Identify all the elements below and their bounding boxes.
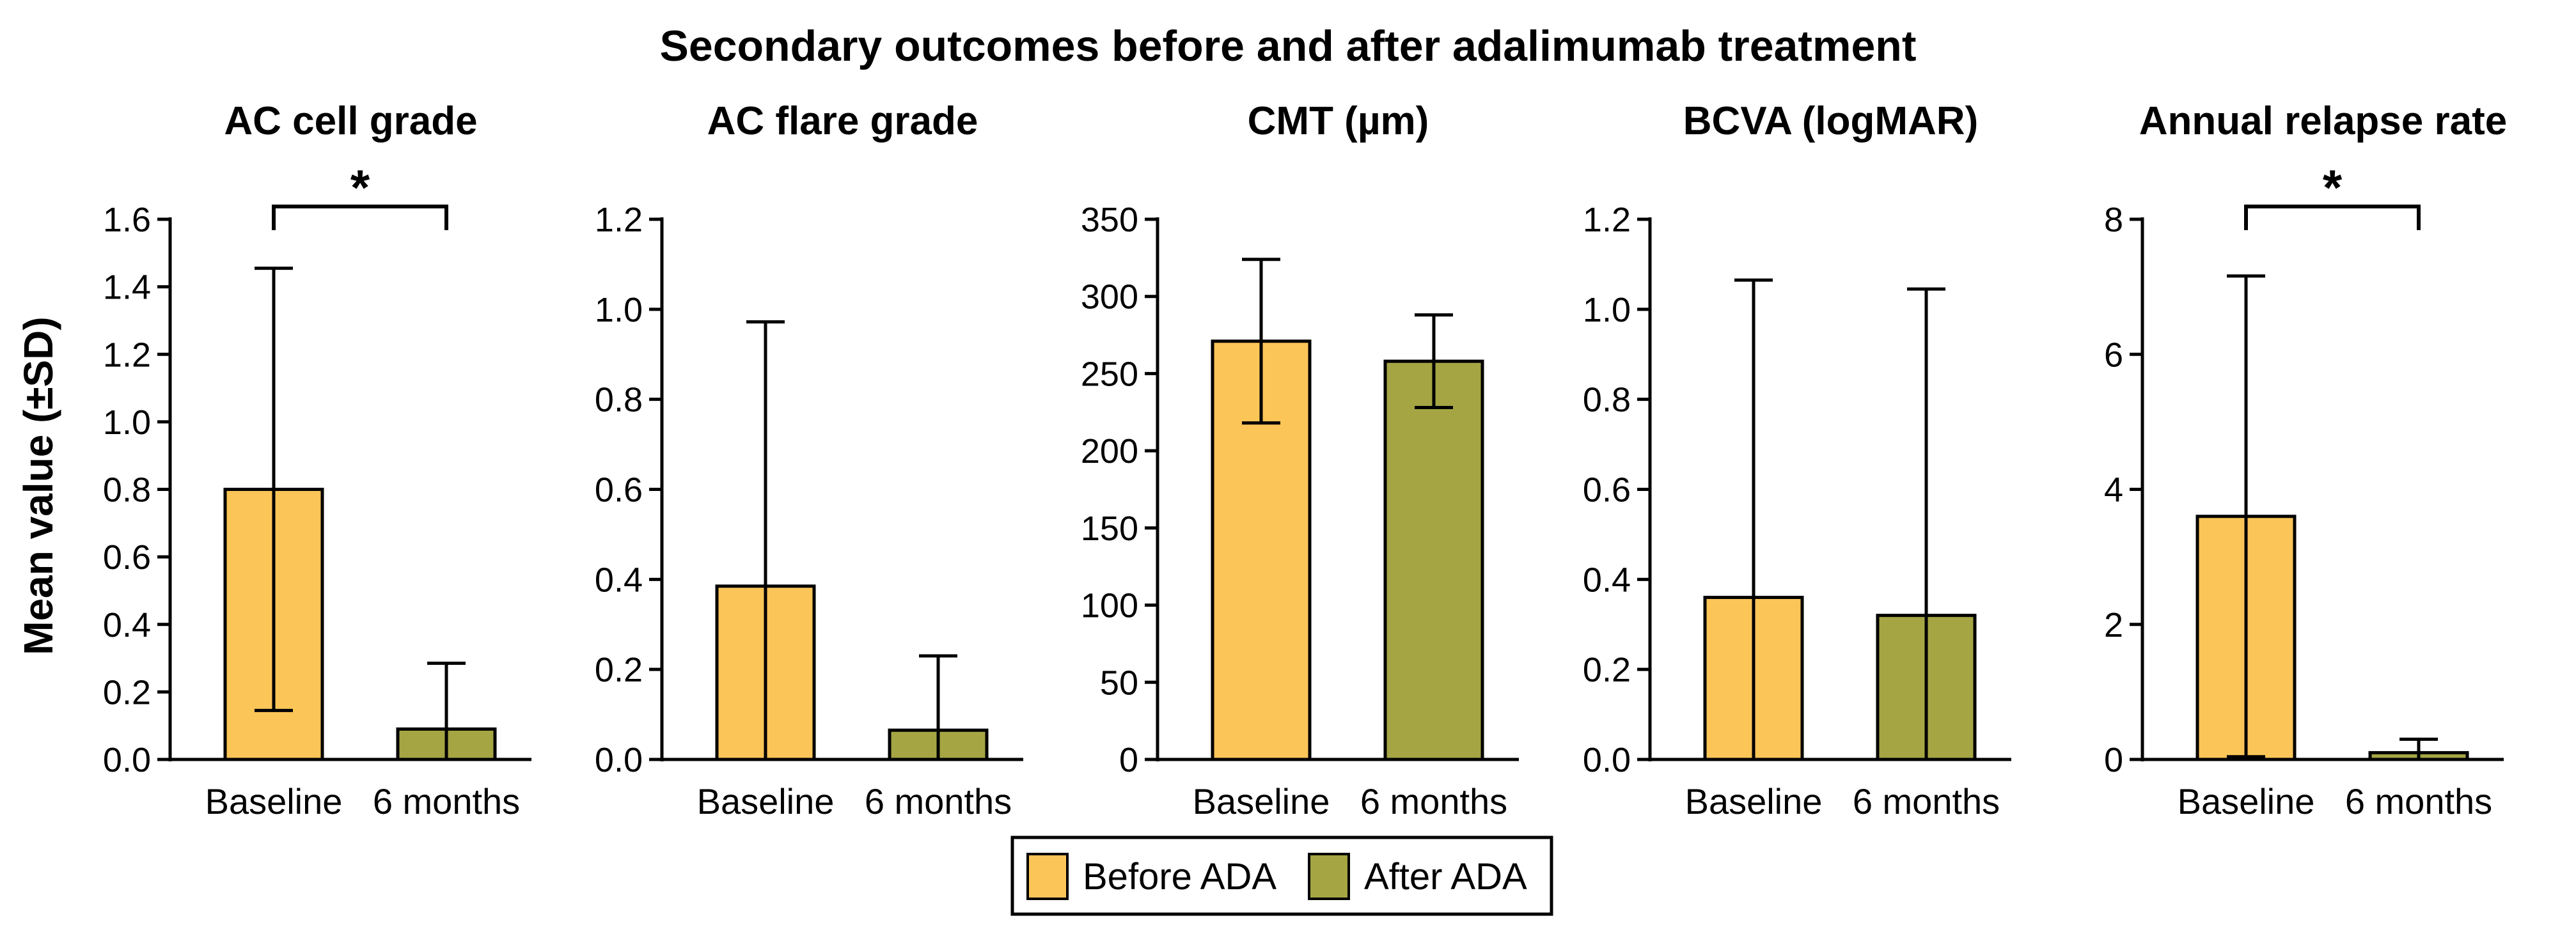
y-tick-label: 0.6	[595, 471, 643, 509]
y-tick-label: 1.0	[1583, 291, 1631, 329]
y-tick-label: 0	[2104, 741, 2123, 779]
category-label: 6 months	[2345, 781, 2492, 821]
chart-panel-1: AC cell grade Baseline 6 months 0.0 0.2 0.4 0.…	[103, 99, 531, 821]
panel-title: CMT (µm)	[1248, 99, 1429, 143]
category-label: 6 months	[1853, 781, 2000, 821]
category-label: 6 months	[865, 781, 1012, 821]
category-label: Baseline	[2178, 781, 2315, 821]
panel-title: AC cell grade	[224, 99, 477, 143]
panel-title: Annual relapse rate	[2139, 99, 2507, 143]
legend: Before ADA After ADA	[1010, 836, 1553, 916]
y-tick-label: 0.6	[1583, 471, 1631, 509]
y-tick-label: 0.4	[103, 606, 151, 644]
y-tick-label: 0.4	[595, 561, 643, 599]
chart-panels: AC cell grade Baseline 6 months 0.0 0.2 0.4 0.…	[103, 99, 2507, 821]
category-label: Baseline	[697, 781, 835, 821]
y-tick-label: 100	[1081, 587, 1138, 625]
y-tick-label: 250	[1081, 355, 1138, 393]
category-label: 6 months	[1360, 781, 1507, 821]
y-tick-label: 0.2	[595, 651, 643, 689]
y-tick-label: 0.2	[103, 673, 151, 712]
y-tick-label: 350	[1081, 201, 1138, 239]
y-tick-label: 2	[2104, 606, 2123, 644]
y-tick-label: 1.6	[103, 201, 151, 239]
y-tick-label: 4	[2104, 471, 2123, 509]
significance-marker: *	[350, 159, 370, 215]
chart-panel-5: Annual relapse rate Baseline 6 months 0 2 4 6 8…	[2104, 99, 2507, 821]
y-tick-label: 1.2	[103, 336, 151, 374]
y-tick-label: 1.0	[595, 291, 643, 329]
significance-bracket	[2244, 205, 2421, 230]
y-tick-label: 0.8	[1583, 381, 1631, 419]
legend-swatch-before	[1026, 853, 1069, 900]
significance-bracket	[272, 205, 448, 230]
y-tick-label: 0.6	[103, 538, 151, 577]
legend-swatch-after	[1308, 853, 1350, 900]
y-axis-label: Mean value (±SD)	[15, 316, 61, 655]
y-tick-label: 0.0	[595, 741, 643, 779]
y-tick-label: 0.8	[595, 381, 643, 419]
legend-label-before: Before ADA	[1083, 856, 1276, 898]
y-tick-label: 0.2	[1583, 651, 1631, 689]
category-label: Baseline	[1685, 781, 1823, 821]
panel-title: AC flare grade	[707, 99, 978, 143]
y-tick-label: 0.8	[103, 471, 151, 509]
chart-panel-2: AC flare grade Baseline 6 months 0.0 0.2 0.4 0…	[595, 99, 1023, 821]
panel-title: BCVA (logMAR)	[1683, 99, 1978, 143]
significance-marker: *	[2323, 159, 2343, 215]
y-tick-label: 150	[1081, 509, 1138, 548]
chart-panel-4: BCVA (logMAR) Baseline 6 months 0.0 0.2 0.4 0.…	[1583, 99, 2011, 821]
y-tick-label: 300	[1081, 278, 1138, 316]
y-tick-label: 0.0	[103, 741, 151, 779]
legend-box	[1010, 836, 1553, 916]
y-tick-label: 1.2	[1583, 201, 1631, 239]
y-tick-label: 1.2	[595, 201, 643, 239]
chart-panel-3: CMT (µm) Baseline 6 months 0 50 100 150 200 250 3…	[1081, 99, 1519, 821]
y-tick-label: 1.4	[103, 268, 151, 307]
figure-title: Secondary outcomes before and after adal…	[660, 22, 1917, 70]
y-tick-label: 0.0	[1583, 741, 1631, 779]
category-label: Baseline	[205, 781, 343, 821]
category-label: Baseline	[1193, 781, 1330, 821]
y-tick-label: 0.4	[1583, 561, 1631, 599]
y-tick-label: 8	[2104, 201, 2123, 239]
y-tick-label: 200	[1081, 432, 1138, 470]
legend-label-after: After ADA	[1364, 856, 1527, 898]
bar	[1383, 359, 1484, 761]
category-label: 6 months	[373, 781, 520, 821]
y-tick-label: 50	[1100, 664, 1138, 702]
y-tick-label: 0	[1119, 741, 1138, 779]
y-tick-label: 1.0	[103, 403, 151, 442]
y-tick-label: 6	[2104, 336, 2123, 374]
